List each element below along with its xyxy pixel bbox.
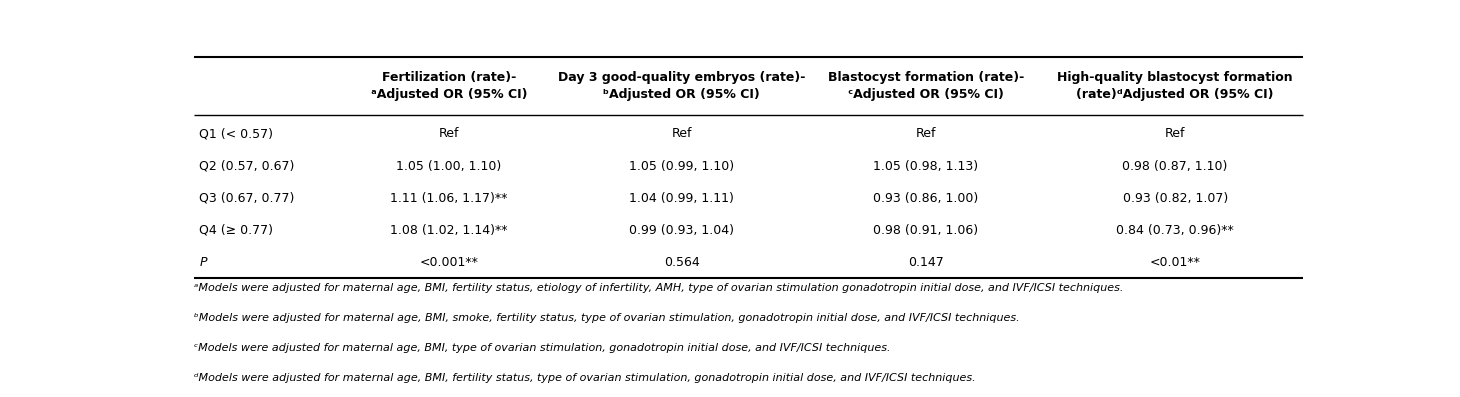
Text: ᶜModels were adjusted for maternal age, BMI, type of ovarian stimulation, gonado: ᶜModels were adjusted for maternal age, … xyxy=(194,343,891,353)
Text: Ref: Ref xyxy=(672,127,692,141)
Text: <0.001**: <0.001** xyxy=(419,256,479,269)
Text: Fertilization (rate)-
ᵃAdjusted OR (95% CI): Fertilization (rate)- ᵃAdjusted OR (95% … xyxy=(371,71,527,101)
Text: Q2 (0.57, 0.67): Q2 (0.57, 0.67) xyxy=(200,160,295,173)
Text: Q4 (≥ 0.77): Q4 (≥ 0.77) xyxy=(200,224,273,237)
Text: 1.11 (1.06, 1.17)**: 1.11 (1.06, 1.17)** xyxy=(390,192,508,205)
Text: 1.08 (1.02, 1.14)**: 1.08 (1.02, 1.14)** xyxy=(390,224,508,237)
Text: ᵈModels were adjusted for maternal age, BMI, fertility status, type of ovarian s: ᵈModels were adjusted for maternal age, … xyxy=(194,373,975,383)
Text: Ref: Ref xyxy=(915,127,936,141)
Text: 0.93 (0.86, 1.00): 0.93 (0.86, 1.00) xyxy=(873,192,978,205)
Text: 0.99 (0.93, 1.04): 0.99 (0.93, 1.04) xyxy=(629,224,734,237)
Text: <0.01**: <0.01** xyxy=(1149,256,1200,269)
Text: Blastocyst formation (rate)-
ᶜAdjusted OR (95% CI): Blastocyst formation (rate)- ᶜAdjusted O… xyxy=(828,71,1023,101)
Text: ᵇModels were adjusted for maternal age, BMI, smoke, fertility status, type of ov: ᵇModels were adjusted for maternal age, … xyxy=(194,313,1019,323)
Text: 0.93 (0.82, 1.07): 0.93 (0.82, 1.07) xyxy=(1123,192,1228,205)
Text: 0.98 (0.91, 1.06): 0.98 (0.91, 1.06) xyxy=(873,224,978,237)
Text: Ref: Ref xyxy=(438,127,458,141)
Text: 0.564: 0.564 xyxy=(664,256,699,269)
Text: 1.05 (0.99, 1.10): 1.05 (0.99, 1.10) xyxy=(629,160,734,173)
Text: High-quality blastocyst formation
(rate)ᵈAdjusted OR (95% CI): High-quality blastocyst formation (rate)… xyxy=(1057,71,1294,101)
Text: 1.05 (0.98, 1.13): 1.05 (0.98, 1.13) xyxy=(873,160,978,173)
Text: Q3 (0.67, 0.77): Q3 (0.67, 0.77) xyxy=(200,192,295,205)
Text: Day 3 good-quality embryos (rate)-
ᵇAdjusted OR (95% CI): Day 3 good-quality embryos (rate)- ᵇAdju… xyxy=(558,71,806,101)
Text: 0.98 (0.87, 1.10): 0.98 (0.87, 1.10) xyxy=(1123,160,1228,173)
Text: 1.05 (1.00, 1.10): 1.05 (1.00, 1.10) xyxy=(396,160,501,173)
Text: Q1 (< 0.57): Q1 (< 0.57) xyxy=(200,127,273,141)
Text: 0.84 (0.73, 0.96)**: 0.84 (0.73, 0.96)** xyxy=(1117,224,1234,237)
Text: 0.147: 0.147 xyxy=(908,256,943,269)
Text: ᵃModels were adjusted for maternal age, BMI, fertility status, etiology of infer: ᵃModels were adjusted for maternal age, … xyxy=(194,283,1123,293)
Text: 1.04 (0.99, 1.11): 1.04 (0.99, 1.11) xyxy=(629,192,734,205)
Text: P: P xyxy=(200,256,207,269)
Text: Ref: Ref xyxy=(1165,127,1186,141)
